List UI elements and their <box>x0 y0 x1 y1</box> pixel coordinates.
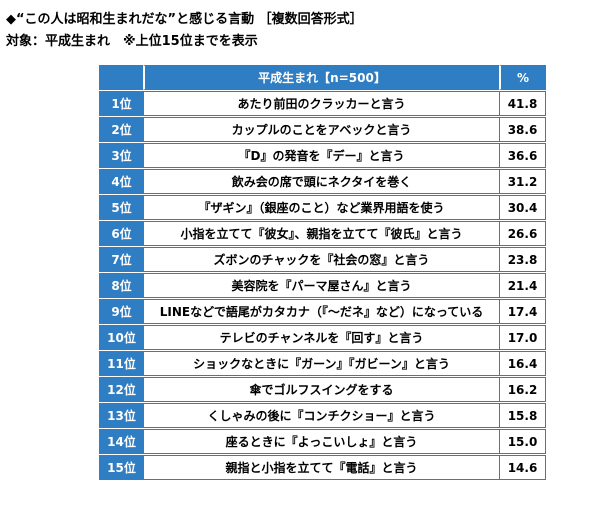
table-row: 10位 テレビのチャンネルを『回す』と言う 17.0 <box>99 325 546 350</box>
behavior-label: ズボンのチャックを『社会の窓』と言う <box>143 247 499 272</box>
behavior-label: 親指と小指を立てて『電話』と言う <box>143 455 499 480</box>
behavior-label: LINEなどで語尾がカタカナ（『～だネ』など）になっている <box>143 299 499 324</box>
table-row: 11位 ショックなときに『ガーン』『ガビーン』と言う 16.4 <box>99 351 546 376</box>
table-row: 14位 座るときに『よっこいしょ』と言う 15.0 <box>99 429 546 454</box>
ranking-table-body: 1位 あたり前田のクラッカーと言う 41.8 2位 カップルのことをアベックと言う 38.… <box>99 91 546 480</box>
percentage-value: 26.6 <box>499 221 546 246</box>
rank-label: 6位 <box>99 221 143 246</box>
percentage-value: 36.6 <box>499 143 546 168</box>
rank-label: 10位 <box>99 325 143 350</box>
table-row: 4位 飲み会の席で頭にネクタイを巻く 31.2 <box>99 169 546 194</box>
percentage-value: 16.2 <box>499 377 546 402</box>
rank-label: 9位 <box>99 299 143 324</box>
table-row: 6位 小指を立てて『彼女』、親指を立てて『彼氏』と言う 26.6 <box>99 221 546 246</box>
rank-label: 3位 <box>99 143 143 168</box>
table-row: 15位 親指と小指を立てて『電話』と言う 14.6 <box>99 455 546 480</box>
table-header-row: 平成生まれ【n=500】 % <box>99 65 546 90</box>
behavior-label: テレビのチャンネルを『回す』と言う <box>143 325 499 350</box>
table-row: 8位 美容院を『パーマ屋さん』と言う 21.4 <box>99 273 546 298</box>
rank-label: 14位 <box>99 429 143 454</box>
percentage-value: 41.8 <box>499 91 546 116</box>
percentage-value: 38.6 <box>499 117 546 142</box>
rank-label: 1位 <box>99 91 143 116</box>
rank-label: 5位 <box>99 195 143 220</box>
percentage-value: 23.8 <box>499 247 546 272</box>
table-row: 12位 傘でゴルフスイングをする 16.2 <box>99 377 546 402</box>
page-subtitle: 対象：平成生まれ ※上位15位までを表示 <box>6 34 258 49</box>
behavior-label: 小指を立てて『彼女』、親指を立てて『彼氏』と言う <box>143 221 499 246</box>
rank-label: 11位 <box>99 351 143 376</box>
table-row: 13位 くしゃみの後に『コンチクショー』と言う 15.8 <box>99 403 546 428</box>
table-row: 9位 LINEなどで語尾がカタカナ（『～だネ』など）になっている 17.4 <box>99 299 546 324</box>
rank-label: 4位 <box>99 169 143 194</box>
value-column-header: % <box>499 65 546 90</box>
rank-label: 8位 <box>99 273 143 298</box>
behavior-label: 美容院を『パーマ屋さん』と言う <box>143 273 499 298</box>
page-title: ◆“この人は昭和生まれだな”と感じる言動 ［複数回答形式］ <box>6 12 363 27</box>
behavior-label: ショックなときに『ガーン』『ガビーン』と言う <box>143 351 499 376</box>
rank-label: 12位 <box>99 377 143 402</box>
rank-label: 7位 <box>99 247 143 272</box>
behavior-label: 飲み会の席で頭にネクタイを巻く <box>143 169 499 194</box>
behavior-label: くしゃみの後に『コンチクショー』と言う <box>143 403 499 428</box>
rank-label: 13位 <box>99 403 143 428</box>
table-row: 1位 あたり前田のクラッカーと言う 41.8 <box>99 91 546 116</box>
ranking-table: 平成生まれ【n=500】 % 1位 あたり前田のクラッカーと言う 41.8 2位 カップ… <box>99 64 546 481</box>
rank-label: 2位 <box>99 117 143 142</box>
rank-label: 15位 <box>99 455 143 480</box>
rank-header-cell <box>99 65 143 90</box>
behavior-label: 座るときに『よっこいしょ』と言う <box>143 429 499 454</box>
item-column-header: 平成生まれ【n=500】 <box>143 65 499 90</box>
percentage-value: 17.0 <box>499 325 546 350</box>
table-row: 2位 カップルのことをアベックと言う 38.6 <box>99 117 546 142</box>
table-row: 7位 ズボンのチャックを『社会の窓』と言う 23.8 <box>99 247 546 272</box>
behavior-label: あたり前田のクラッカーと言う <box>143 91 499 116</box>
percentage-value: 30.4 <box>499 195 546 220</box>
percentage-value: 21.4 <box>499 273 546 298</box>
behavior-label: 『ザギン』（銀座のこと）など業界用語を使う <box>143 195 499 220</box>
behavior-label: 『D』の発音を『デー』と言う <box>143 143 499 168</box>
percentage-value: 17.4 <box>499 299 546 324</box>
percentage-value: 14.6 <box>499 455 546 480</box>
behavior-label: 傘でゴルフスイングをする <box>143 377 499 402</box>
percentage-value: 31.2 <box>499 169 546 194</box>
percentage-value: 16.4 <box>499 351 546 376</box>
behavior-label: カップルのことをアベックと言う <box>143 117 499 142</box>
table-row: 3位 『D』の発音を『デー』と言う 36.6 <box>99 143 546 168</box>
table-row: 5位 『ザギン』（銀座のこと）など業界用語を使う 30.4 <box>99 195 546 220</box>
percentage-value: 15.8 <box>499 403 546 428</box>
percentage-value: 15.0 <box>499 429 546 454</box>
